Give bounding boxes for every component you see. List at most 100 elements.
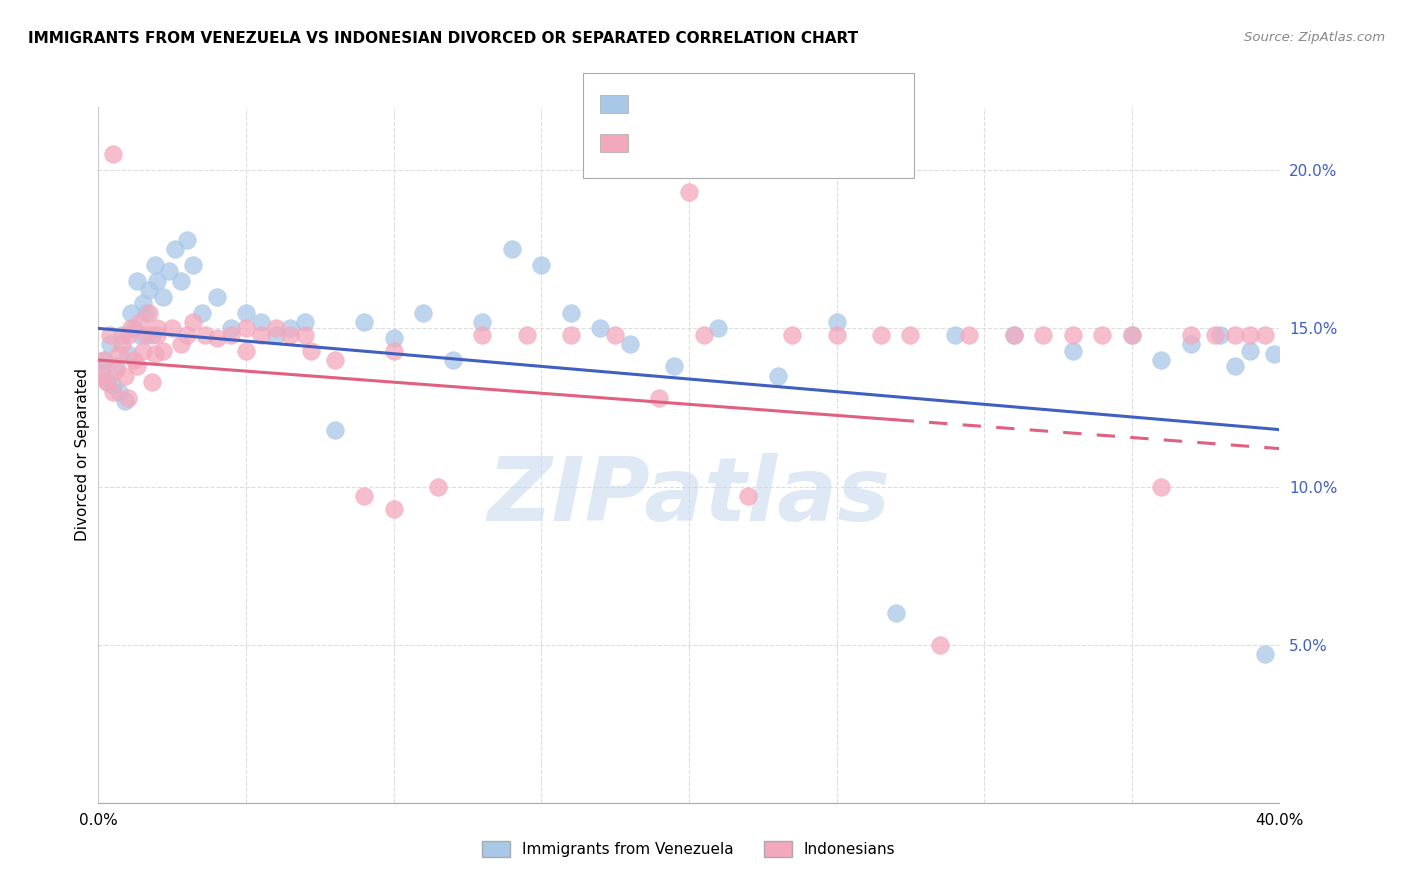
Point <box>90 368 112 383</box>
Point <box>135 305 157 319</box>
Point <box>221 321 243 335</box>
Point <box>1032 327 1054 342</box>
Point <box>141 375 163 389</box>
Point <box>114 368 136 383</box>
Point <box>1263 347 1285 361</box>
Y-axis label: Divorced or Separated: Divorced or Separated <box>75 368 90 541</box>
Point <box>678 186 700 200</box>
Point <box>138 284 160 298</box>
Point <box>221 327 243 342</box>
Point <box>280 321 302 335</box>
Point <box>146 274 169 288</box>
Point <box>412 305 434 319</box>
Point <box>125 359 148 374</box>
Point <box>870 327 893 342</box>
Point <box>1121 327 1143 342</box>
Point <box>382 343 405 358</box>
Point <box>152 290 174 304</box>
Point <box>146 327 169 342</box>
Point <box>191 305 214 319</box>
Point <box>108 384 131 399</box>
Point <box>1180 337 1202 351</box>
Point <box>1002 327 1025 342</box>
Point <box>323 353 346 368</box>
Point <box>117 327 139 342</box>
Point <box>141 327 163 342</box>
Point <box>560 305 582 319</box>
Point <box>516 327 538 342</box>
Point <box>143 258 166 272</box>
Point <box>170 337 193 351</box>
Text: IMMIGRANTS FROM VENEZUELA VS INDONESIAN DIVORCED OR SEPARATED CORRELATION CHART: IMMIGRANTS FROM VENEZUELA VS INDONESIAN … <box>28 31 858 46</box>
Point <box>1062 343 1084 358</box>
Point <box>250 327 273 342</box>
Point <box>299 343 322 358</box>
Point <box>589 321 612 335</box>
Point <box>181 258 204 272</box>
Point <box>235 305 257 319</box>
Point <box>605 327 627 342</box>
Point <box>132 296 155 310</box>
Point <box>1062 327 1084 342</box>
Point <box>1254 647 1277 661</box>
Point <box>250 315 273 329</box>
Point <box>959 327 981 342</box>
Point <box>1091 327 1114 342</box>
Point <box>165 243 187 257</box>
Point <box>737 489 759 503</box>
Point <box>96 375 118 389</box>
Point <box>1180 327 1202 342</box>
Point <box>114 394 136 409</box>
Point <box>471 315 494 329</box>
Point <box>280 327 302 342</box>
Point <box>943 327 966 342</box>
Point <box>103 384 125 399</box>
Point <box>884 606 907 620</box>
Point <box>1209 327 1232 342</box>
Point <box>170 274 193 288</box>
Point <box>117 347 139 361</box>
Point <box>427 479 450 493</box>
Point <box>353 315 375 329</box>
Point <box>181 315 204 329</box>
Point <box>205 331 228 345</box>
Point <box>1225 327 1247 342</box>
Point <box>111 337 134 351</box>
Point <box>146 321 169 335</box>
Point <box>105 362 128 376</box>
Point <box>382 331 405 345</box>
Point <box>1121 327 1143 342</box>
Point <box>143 347 166 361</box>
Point <box>929 638 952 652</box>
Point <box>138 305 160 319</box>
Point <box>194 327 217 342</box>
Text: Source: ZipAtlas.com: Source: ZipAtlas.com <box>1244 31 1385 45</box>
Point <box>103 378 125 392</box>
Text: ZIPatlas: ZIPatlas <box>488 453 890 541</box>
Point <box>471 327 494 342</box>
Point <box>90 362 112 376</box>
Point <box>125 274 148 288</box>
Point <box>825 327 848 342</box>
Point <box>900 327 922 342</box>
Point <box>1254 327 1277 342</box>
Point <box>619 337 641 351</box>
Text: R = -0.221   N = 61: R = -0.221 N = 61 <box>640 99 811 113</box>
Point <box>501 243 523 257</box>
Point <box>93 353 115 368</box>
Point <box>96 375 118 389</box>
Point <box>128 327 150 342</box>
Point <box>1002 327 1025 342</box>
Point <box>782 327 804 342</box>
Point <box>135 327 157 342</box>
Point <box>530 258 553 272</box>
Point <box>766 368 789 383</box>
Point <box>1239 327 1261 342</box>
Point <box>1204 327 1226 342</box>
Point <box>1239 343 1261 358</box>
Point <box>294 327 316 342</box>
Point <box>235 321 257 335</box>
Point <box>560 327 582 342</box>
Point <box>264 321 287 335</box>
Point <box>176 233 198 247</box>
